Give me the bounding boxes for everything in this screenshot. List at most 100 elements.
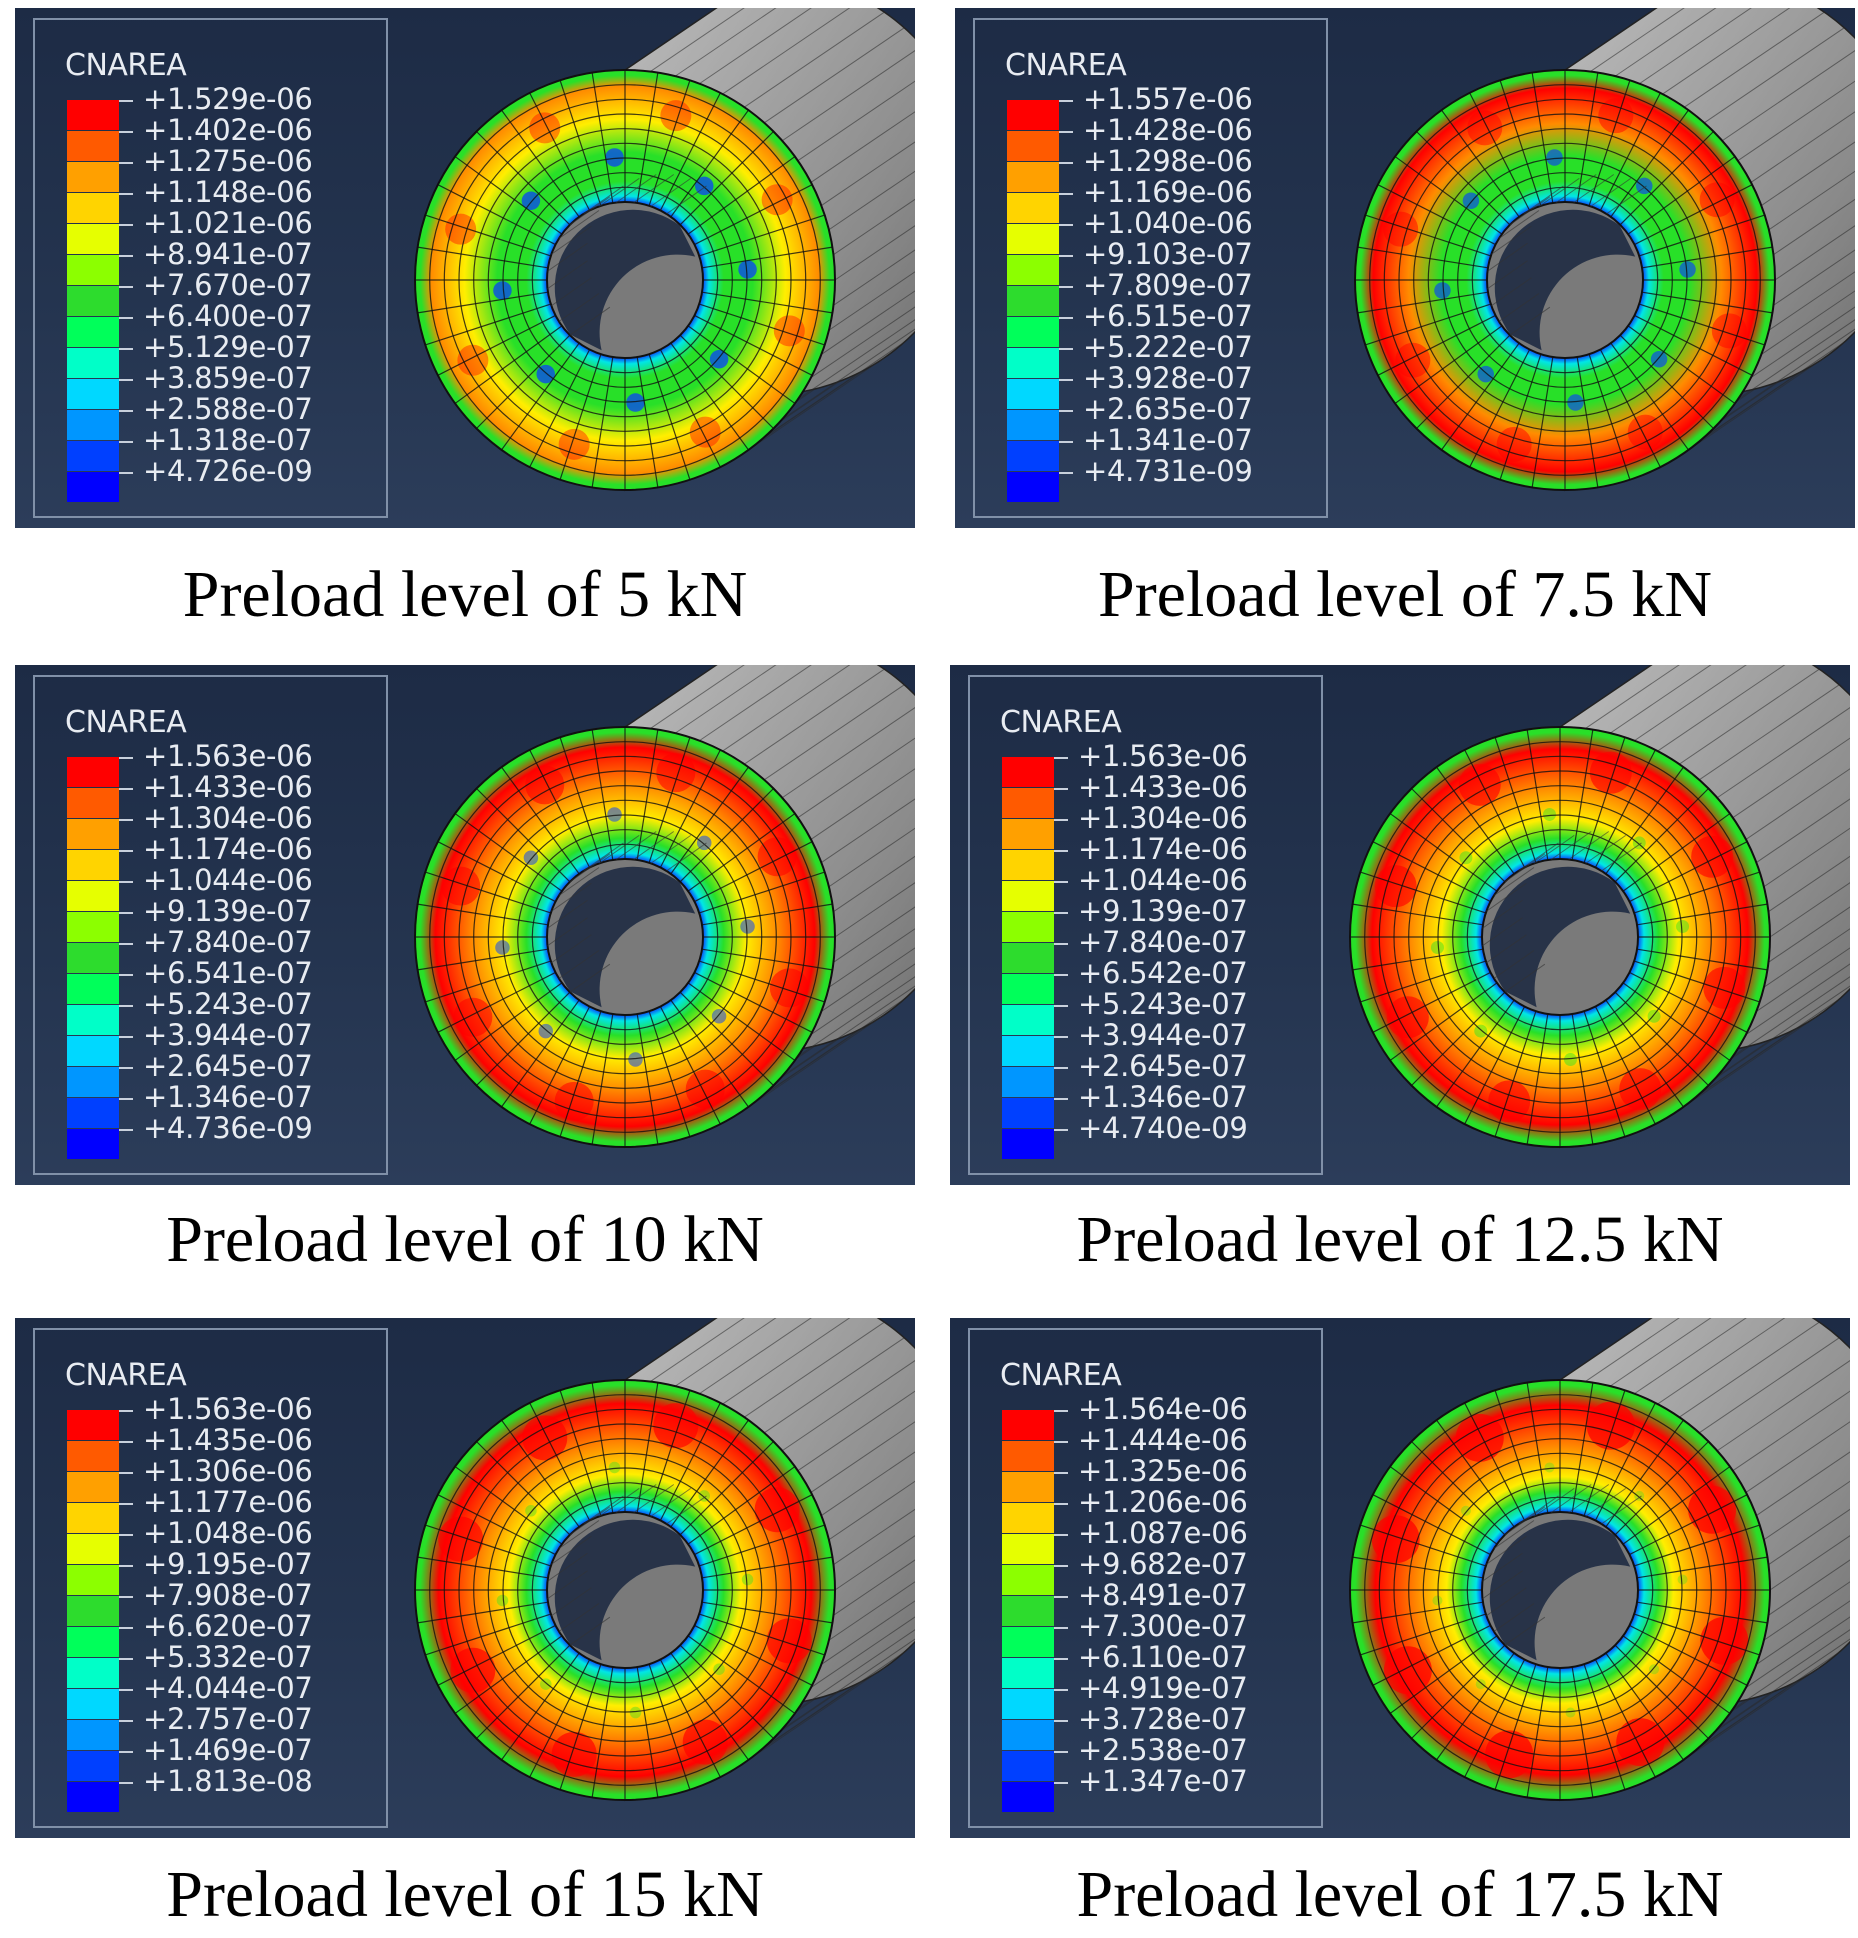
- bore-shadow: [554, 209, 696, 351]
- contour-cold-spot: [1434, 282, 1451, 299]
- mesh-spoke: [694, 314, 813, 376]
- legend-value: +1.304e-06: [143, 801, 313, 835]
- legend-tick: [119, 286, 133, 288]
- legend-value: +1.563e-06: [143, 1392, 313, 1426]
- mesh-spoke: [687, 1635, 796, 1714]
- bore-mesh-line: [1550, 831, 1592, 860]
- legend-tick: [1054, 1067, 1068, 1069]
- legend-tick: [119, 974, 133, 976]
- bore-shadow: [1489, 866, 1631, 1008]
- legend-swatch: [67, 441, 119, 471]
- bore-shadow: [554, 866, 696, 1008]
- bore-mesh-line: [1568, 1484, 1610, 1513]
- legend-tick: [1054, 819, 1068, 821]
- legend-swatch: [1002, 1410, 1054, 1440]
- bore-mesh-line: [598, 177, 640, 207]
- legend-value: +1.275e-06: [143, 144, 313, 178]
- shell-mesh-line: [674, 1318, 777, 1387]
- shell-mesh-line: [781, 985, 915, 1077]
- legend-tick: [1054, 1658, 1068, 1660]
- mesh-spoke: [454, 982, 563, 1061]
- mesh-spoke: [425, 871, 552, 914]
- legend-swatch: [67, 1782, 119, 1812]
- bore-mesh-line: [615, 831, 657, 860]
- mesh-spoke: [698, 1524, 825, 1567]
- legend-value: +9.682e-07: [1078, 1547, 1248, 1581]
- legend-tick: [1059, 131, 1073, 133]
- bore-mesh-line: [551, 225, 592, 255]
- shell-mesh-line: [1698, 1337, 1840, 1434]
- mesh-spoke: [1619, 131, 1714, 226]
- panel-caption: Preload level of 12.5 kN: [1076, 1203, 1724, 1276]
- bore-mesh-line: [1486, 882, 1527, 912]
- shell-mesh-line: [1773, 249, 1855, 306]
- contour-hot-spot: [689, 416, 721, 448]
- mesh-spoke: [679, 131, 774, 226]
- legend-tick: [1054, 1005, 1068, 1007]
- legend-swatch: [1002, 1005, 1054, 1035]
- contour-cold-spot: [538, 1023, 554, 1039]
- legend-tick: [1059, 472, 1073, 474]
- mesh-spoke: [1352, 1556, 1484, 1579]
- legend-tick: [119, 1565, 133, 1567]
- shell-mesh-line: [1721, 328, 1855, 420]
- contour-cold-spot: [1563, 1053, 1577, 1067]
- mesh-spoke: [1372, 841, 1491, 903]
- bore-mesh-line: [551, 934, 592, 964]
- legend-swatch: [67, 1441, 119, 1471]
- legend-swatch: [1002, 1472, 1054, 1502]
- mesh-spoke: [648, 353, 691, 480]
- legend-value: +4.736e-09: [143, 1111, 313, 1145]
- fe-model-render: [1349, 1318, 1850, 1802]
- mesh-spoke: [1494, 1390, 1537, 1517]
- legend-value: +1.325e-06: [1078, 1454, 1248, 1488]
- legend-tick: [1054, 1596, 1068, 1598]
- mesh-spoke: [1614, 788, 1709, 883]
- legend-value: +1.304e-06: [1078, 801, 1248, 835]
- contour-hot-spot: [450, 1647, 496, 1693]
- bore-mesh-line: [650, 1487, 692, 1517]
- shell-mesh-line: [1585, 1318, 1680, 1382]
- legend-tick: [119, 162, 133, 164]
- contour-cold-spot: [1477, 365, 1495, 383]
- legend-swatch: [67, 193, 119, 223]
- contour-cold-spot: [1462, 192, 1480, 210]
- contour-hot-spot: [1383, 1646, 1432, 1695]
- legend-swatch: [1002, 1067, 1054, 1097]
- contour-cold-spot: [1543, 807, 1557, 821]
- bore-mesh-line: [1585, 1487, 1627, 1517]
- legend-swatch: [67, 819, 119, 849]
- shell-mesh-line: [744, 357, 885, 454]
- legend-value: +8.941e-07: [143, 237, 313, 271]
- shell-mesh-line: [1679, 1014, 1820, 1111]
- legend-tick: [1059, 441, 1073, 443]
- mesh-spoke: [1411, 788, 1506, 883]
- legend-swatch: [1007, 100, 1059, 130]
- mesh-spoke: [1622, 813, 1731, 892]
- mesh-spoke: [1531, 356, 1554, 488]
- legend-tick: [119, 100, 133, 102]
- mesh-spoke: [1636, 948, 1768, 971]
- shell-mesh-line: [797, 1390, 915, 1472]
- contour-cold-spot: [536, 364, 556, 384]
- bore-mesh-line: [583, 185, 624, 215]
- bore-shadow: [554, 1519, 696, 1661]
- mesh-spoke: [1357, 246, 1489, 269]
- mesh-spoke: [636, 1013, 659, 1145]
- mesh-spoke: [1622, 1466, 1731, 1545]
- bore-mesh-line: [1509, 306, 1551, 336]
- mesh-spoke: [559, 1390, 602, 1517]
- mesh-spoke: [1629, 1494, 1748, 1556]
- mesh-spoke: [1416, 334, 1511, 429]
- legend-tick: [119, 1782, 133, 1784]
- mesh-spoke: [1599, 92, 1661, 211]
- legend-tick: [1054, 881, 1068, 883]
- mesh-spoke: [1629, 1624, 1748, 1686]
- mesh-spoke: [1638, 214, 1765, 257]
- bore-mesh-line: [1493, 1603, 1535, 1632]
- bore-mesh-line: [598, 834, 640, 864]
- shell-mesh-line: [828, 928, 915, 988]
- contour-hot-spot: [551, 1731, 597, 1777]
- legend-tick: [119, 788, 133, 790]
- mesh-spoke: [1622, 1635, 1731, 1714]
